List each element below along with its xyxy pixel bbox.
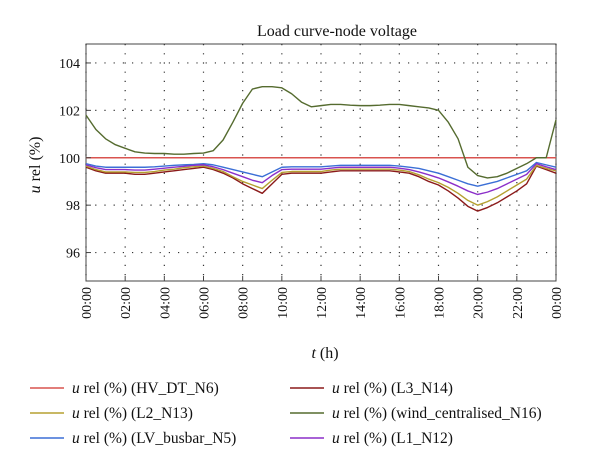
- series-layer: [85, 85, 557, 212]
- legend-symbol: u: [332, 380, 340, 397]
- x-tick-label: 18:00: [433, 287, 448, 319]
- legend-item-hv-dt-n6: u rel (%) (HV_DT_N6): [30, 380, 219, 397]
- series-line-l1-n12: [85, 162, 557, 196]
- x-tick-label: 00:00: [550, 287, 565, 319]
- x-axis-label: t (h): [311, 345, 338, 362]
- legend-item-wind-centralised-n16: u rel (%) (wind_centralised_N16): [290, 405, 542, 422]
- legend-label: u rel (%) (LV_busbar_N5): [72, 430, 236, 447]
- x-axis-ticks: 00:00 02:00 04:00 06:00 08:00 10:00 12:00 14:00…: [80, 276, 565, 319]
- x-tick-label: 00:00: [80, 287, 95, 319]
- x-tick-label: 12:00: [315, 287, 330, 319]
- x-tick-label: 22:00: [511, 287, 526, 319]
- legend-label: u rel (%) (L1_N12): [332, 430, 453, 447]
- y-axis-ticks: 96 98 100 102 104: [59, 57, 91, 262]
- x-tick-label: 16:00: [393, 287, 408, 319]
- legend-label: u rel (%) (L3_N14): [332, 380, 453, 397]
- plot-frame: [85, 43, 557, 282]
- x-tick-label: 04:00: [158, 287, 173, 319]
- y-tick-label: 100: [59, 152, 80, 167]
- legend-prefix: rel (%): [340, 405, 391, 422]
- x-tick-label: 10:00: [276, 287, 291, 319]
- series-line-lv-busbar-n5: [85, 161, 557, 187]
- legend-prefix: rel (%): [80, 405, 131, 422]
- legend: u rel (%) (HV_DT_N6) u rel (%) (L3_N14)u …: [30, 380, 542, 447]
- chart-title: Load curve-node voltage: [257, 23, 417, 40]
- gridlines: [85, 44, 557, 281]
- series-line-l3-n14: [85, 165, 557, 212]
- y-tick-label: 102: [59, 104, 80, 119]
- legend-symbol: u: [72, 405, 80, 422]
- x-tick-label: 20:00: [472, 287, 487, 319]
- y-tick-label: 98: [66, 199, 80, 214]
- legend-label: u rel (%) (HV_DT_N6): [72, 380, 219, 397]
- legend-prefix: rel (%): [340, 380, 391, 397]
- legend-prefix: rel (%): [80, 380, 131, 397]
- legend-symbol: u: [72, 380, 80, 397]
- legend-label: u rel (%) (L2_N13): [72, 405, 193, 422]
- legend-series-name: (L2_N13): [131, 405, 193, 422]
- x-tick-label: 08:00: [237, 287, 252, 319]
- legend-item-l2-n13: u rel (%) (L2_N13): [30, 405, 193, 422]
- legend-item-l1-n12: u rel (%) (L1_N12): [290, 430, 453, 447]
- legend-series-name: (L3_N14): [391, 380, 453, 397]
- legend-prefix: rel (%): [80, 430, 131, 447]
- y-tick-label: 104: [59, 57, 80, 72]
- legend-series-name: (LV_busbar_N5): [131, 430, 236, 447]
- legend-prefix: rel (%): [340, 430, 391, 447]
- legend-label: u rel (%) (wind_centralised_N16): [332, 405, 542, 422]
- y-axis-label-symbol: u: [27, 185, 44, 193]
- x-tick-label: 06:00: [198, 287, 213, 319]
- series-line-wind-centralised-n16: [85, 85, 557, 179]
- x-axis-label-symbol: t: [311, 345, 316, 362]
- x-tick-label: 02:00: [119, 287, 134, 319]
- series-line-l2-n13: [85, 164, 557, 206]
- x-axis-label-text: (h): [316, 345, 339, 362]
- y-axis-label: u rel (%): [27, 137, 44, 194]
- x-tick-label: 14:00: [354, 287, 369, 319]
- legend-series-name: (wind_centralised_N16): [391, 405, 542, 422]
- legend-item-lv-busbar-n5: u rel (%) (LV_busbar_N5): [30, 430, 236, 447]
- y-tick-label: 96: [66, 247, 80, 262]
- legend-symbol: u: [332, 430, 340, 447]
- legend-series-name: (L1_N12): [391, 430, 453, 447]
- legend-symbol: u: [72, 430, 80, 447]
- y-axis-label-text: rel (%): [27, 137, 44, 186]
- legend-item-l3-n14: u rel (%) (L3_N14): [290, 380, 453, 397]
- legend-symbol: u: [332, 405, 340, 422]
- legend-series-name: (HV_DT_N6): [131, 380, 219, 397]
